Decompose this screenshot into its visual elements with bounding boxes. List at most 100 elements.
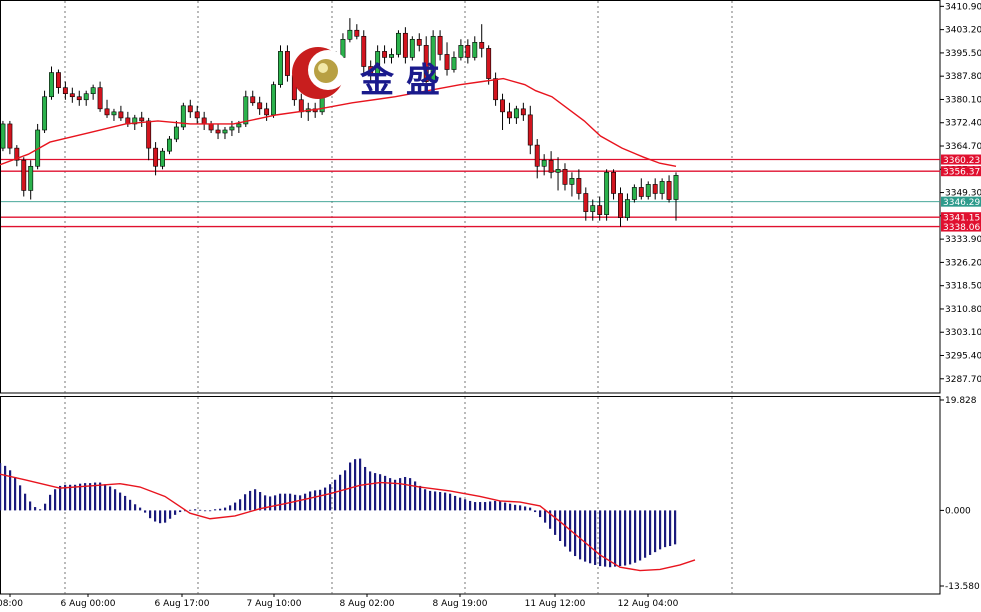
macd-histogram-bar <box>9 470 12 511</box>
candle-body <box>49 72 54 98</box>
candle-body <box>479 42 485 49</box>
candle-body <box>624 199 630 218</box>
macd-histogram-bar <box>574 510 577 557</box>
price-tag-label: 3346.29 <box>943 198 980 208</box>
macd-histogram-bar <box>84 483 87 511</box>
macd-histogram-bar <box>394 479 397 511</box>
macd-histogram-bar <box>504 502 507 511</box>
candle-body <box>458 45 464 58</box>
candle-body <box>208 123 214 131</box>
candle-body <box>382 51 388 58</box>
candle-body <box>180 105 186 128</box>
macd-histogram-bar <box>489 501 492 511</box>
candle-body <box>167 138 172 152</box>
macd-histogram-bar <box>274 495 277 511</box>
candle-body <box>257 102 263 110</box>
macd-histogram-bar <box>4 465 7 511</box>
macd-histogram-bar <box>404 476 407 511</box>
macd-histogram-bar <box>14 476 17 511</box>
macd-histogram-bar <box>364 466 367 511</box>
price-tag-box <box>941 166 981 177</box>
candle-body <box>645 184 651 197</box>
macd-histogram-bar <box>509 503 512 511</box>
macd-histogram-bar <box>379 474 382 511</box>
macd-histogram-bar <box>214 509 217 511</box>
candle-body <box>21 159 27 191</box>
macd-histogram-bar <box>234 502 237 511</box>
macd-histogram-bar <box>49 494 52 511</box>
candle-body <box>14 147 20 161</box>
macd-histogram-bar <box>69 484 72 511</box>
macd-histogram-bar <box>479 502 482 511</box>
price-frame <box>0 0 941 394</box>
candle-body <box>541 159 547 167</box>
candle-body <box>215 129 221 134</box>
macd-histogram-bar <box>459 497 462 511</box>
macd-histogram-bar <box>549 510 552 529</box>
macd-histogram-bar <box>254 489 257 511</box>
candle-body <box>284 51 290 76</box>
macd-histogram-bar <box>434 491 437 511</box>
macd-histogram-bar <box>599 510 602 567</box>
macd-histogram-bar <box>464 499 467 511</box>
candle-body <box>583 193 589 212</box>
macd-histogram-bar <box>189 509 192 511</box>
macd-histogram-bar <box>204 510 207 512</box>
x-tick-label: 6 Aug 17:00 <box>155 599 210 609</box>
price-y-tick-label: 3380.10 <box>945 95 981 105</box>
candle-body <box>638 187 644 197</box>
macd-histogram-bar <box>154 510 157 522</box>
price-y-tick-label: 3364.70 <box>945 142 981 152</box>
macd-histogram-bar <box>429 490 432 511</box>
candle-body <box>160 150 165 167</box>
x-tick-label: 6 Aug 00:00 <box>61 599 116 609</box>
x-tick-label: 8 Aug 19:00 <box>433 599 488 609</box>
price-tag-label: 3360.23 <box>943 156 980 166</box>
macd-histogram-bar <box>184 510 187 512</box>
macd-histogram-bar <box>449 493 452 511</box>
candle-body <box>90 87 96 95</box>
macd-histogram-bar <box>139 507 142 511</box>
macd-histogram-bar <box>319 489 322 511</box>
indicator-y-tick-label: 0.000 <box>945 506 971 516</box>
macd-histogram-bar <box>644 510 647 558</box>
macd-histogram-bar <box>334 479 337 511</box>
candle-body <box>486 48 492 79</box>
macd-histogram-bar <box>369 471 372 511</box>
macd-histogram-bar <box>314 490 317 511</box>
macd-histogram-bar <box>519 505 522 511</box>
candle-body <box>597 205 603 215</box>
candle-body <box>236 123 242 128</box>
macd-histogram-bar <box>79 483 82 511</box>
candle-body <box>278 51 283 85</box>
macd-histogram-bar <box>94 482 97 511</box>
price-y-tick-label: 3295.40 <box>945 352 981 362</box>
logo-text: 金 盛 <box>359 61 440 101</box>
macd-histogram-bar <box>499 501 502 511</box>
macd-histogram-bar <box>229 505 232 511</box>
candle-body <box>375 51 381 76</box>
price-tag-label: 3356.37 <box>943 168 980 178</box>
candle-body <box>243 96 249 125</box>
macd-histogram-bar <box>654 510 657 553</box>
candle-body <box>132 117 138 125</box>
macd-histogram-bar <box>119 492 122 511</box>
macd-histogram-bar <box>664 510 667 548</box>
price-y-tick-label: 3333.90 <box>945 235 981 245</box>
candle-body <box>493 78 499 101</box>
macd-histogram-bar <box>534 510 537 513</box>
price-tag-box <box>941 196 981 207</box>
candle-body <box>55 72 61 88</box>
macd-histogram-bar <box>594 510 597 565</box>
candle-body <box>548 159 554 173</box>
macd-histogram-bar <box>54 489 57 511</box>
macd-histogram-bar <box>239 499 242 511</box>
macd-histogram-bar <box>564 510 567 547</box>
macd-histogram-bar <box>529 507 532 511</box>
candle-body <box>666 181 672 200</box>
candle-body <box>201 117 207 125</box>
candle-body <box>611 172 617 194</box>
candle-body <box>118 111 124 119</box>
